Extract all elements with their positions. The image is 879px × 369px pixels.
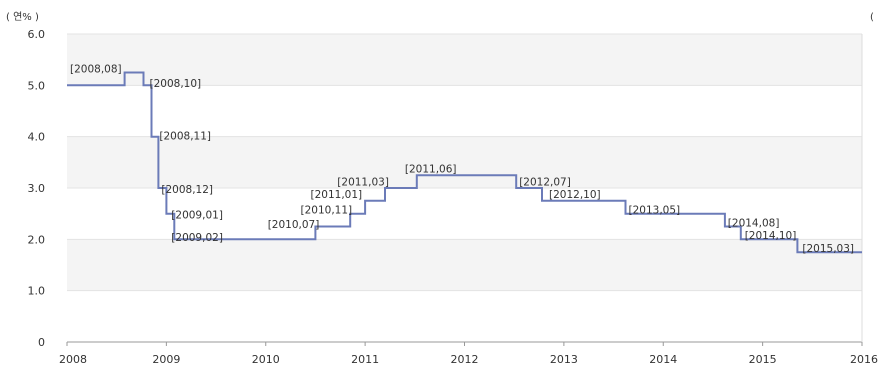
annotation-label: [2009,02]	[171, 232, 223, 244]
x-tick-label: 2016	[850, 353, 878, 366]
plot-bands	[67, 34, 862, 291]
y-tick-label: 0	[38, 336, 45, 349]
annotation-label: [2011,03]	[337, 176, 389, 188]
x-tick-label: 2011	[351, 353, 379, 366]
y-tick-label: 3.0	[28, 182, 46, 195]
y-tick-label: 2.0	[28, 233, 46, 246]
x-tick-label: 2013	[550, 353, 578, 366]
annotation-label: [2011,06]	[405, 164, 457, 176]
y-tick-label: 5.0	[28, 79, 46, 92]
x-tick-label: 2012	[451, 353, 479, 366]
x-tick-label: 2010	[252, 353, 280, 366]
y-tick-label: 6.0	[28, 28, 46, 41]
annotation-label: [2010,11]	[301, 205, 353, 217]
band-1	[67, 239, 862, 291]
annotation-label: [2008,10]	[150, 78, 202, 90]
annotation-label: [2010,07]	[268, 219, 320, 231]
annotation-label: [2008,08]	[70, 63, 122, 75]
y-tick-label: 1.0	[28, 285, 46, 298]
x-tick-label: 2009	[152, 353, 180, 366]
axes	[66, 34, 863, 346]
right-edge-label: (	[870, 12, 874, 23]
annotation-label: [2014,08]	[728, 217, 780, 229]
x-tick-label: 2015	[749, 353, 777, 366]
band-5	[67, 34, 862, 86]
annotation-label: [2015,03]	[802, 243, 854, 255]
annotation-label: [2013,05]	[629, 205, 681, 217]
annotation-label: [2014,10]	[745, 230, 797, 242]
annotation-label: [2012,10]	[549, 189, 601, 201]
x-tick-labels: 2008 2009 2010 2011 2012 2013 2014 2015 2016	[59, 353, 878, 366]
y-tick-labels: 0 1.0 2.0 3.0 4.0 5.0 6.0	[28, 28, 46, 349]
x-tick-label: 2008	[59, 353, 87, 366]
y-tick-label: 4.0	[28, 131, 46, 144]
annotation-label: [2012,07]	[519, 176, 571, 188]
annotation-label: [2008,11]	[159, 131, 211, 143]
annotation-label: [2011,01]	[311, 189, 363, 201]
annotations: [2008,08] [2008,10] [2008,11] [2008,12] [200…	[70, 63, 854, 255]
annotation-label: [2009,01]	[171, 210, 223, 222]
band-3	[67, 136, 862, 188]
series-line	[67, 71, 862, 254]
annotation-label: [2008,12]	[161, 184, 213, 196]
x-tick-label: 2014	[649, 353, 677, 366]
y-unit-label: ( 연% )	[6, 11, 39, 23]
